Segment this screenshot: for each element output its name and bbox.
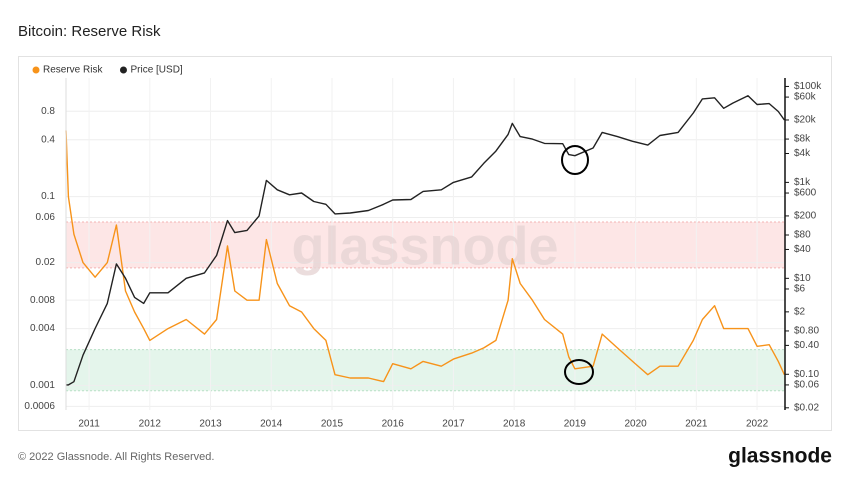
annotation-circle xyxy=(564,359,594,385)
y-tick-label: 0.0006 xyxy=(24,401,55,412)
x-tick-label: 2018 xyxy=(503,419,526,430)
legend-label: Reserve Risk xyxy=(43,65,103,76)
x-tick-label: 2016 xyxy=(382,419,405,430)
y2-tick-label: $4k xyxy=(794,148,811,159)
x-tick-label: 2017 xyxy=(442,419,465,430)
y2-tick-label: $20k xyxy=(794,115,817,126)
chart-frame xyxy=(18,56,832,431)
y-tick-label: 0.8 xyxy=(41,106,55,117)
y-tick-label: 0.02 xyxy=(36,257,56,268)
y2-tick-label: $600 xyxy=(794,188,817,199)
x-tick-label: 2015 xyxy=(321,419,344,430)
legend-marker xyxy=(119,66,127,74)
y-tick-label: 0.008 xyxy=(30,295,55,306)
legend-label: Price [USD] xyxy=(130,65,182,76)
x-tick-label: 2020 xyxy=(624,419,647,430)
y2-tick-label: $0.80 xyxy=(794,326,819,337)
y2-tick-label: $0.40 xyxy=(794,340,819,351)
x-tick-label: 2022 xyxy=(746,419,769,430)
risk-band xyxy=(66,221,785,268)
y-tick-label: 0.004 xyxy=(30,323,55,334)
x-tick-label: 2012 xyxy=(139,419,162,430)
y-tick-label: 0.4 xyxy=(41,134,55,145)
y2-tick-label: $0.06 xyxy=(794,380,819,391)
chart-title: Bitcoin: Reserve Risk xyxy=(18,23,161,40)
y2-tick-label: $100k xyxy=(794,81,822,92)
x-tick-label: 2021 xyxy=(685,419,708,430)
y2-tick-label: $0.10 xyxy=(794,369,819,380)
series-line xyxy=(65,130,786,383)
lines xyxy=(65,95,786,386)
y2-tick-label: $0.02 xyxy=(794,402,819,413)
grid xyxy=(66,78,785,410)
y2-tick-label: $8k xyxy=(794,134,811,145)
legend: Reserve Risk Price [USD] xyxy=(32,65,183,76)
footer: © 2022 Glassnode. All Rights Reserved. xyxy=(18,451,214,463)
y2-tick-label: $40 xyxy=(794,244,811,255)
x-tick-label: 2019 xyxy=(564,419,587,430)
axes: 0.0006 0.001 0.004 0.008 0.02 0.06 0.1 0.4 0.8 20… xyxy=(24,78,822,430)
annotation-circle xyxy=(561,145,589,175)
y2-tick-label: $6 xyxy=(794,284,806,295)
y2-tick-label: $60k xyxy=(794,92,817,103)
watermark: glassnode xyxy=(291,216,558,276)
y2-tick-label: $10 xyxy=(794,273,811,284)
x-tick-label: 2013 xyxy=(199,419,222,430)
y-tick-label: 0.1 xyxy=(41,191,55,202)
y-tick-label: 0.06 xyxy=(36,212,56,223)
y2-tick-label: $2 xyxy=(794,307,806,318)
x-tick-label: 2011 xyxy=(78,419,100,430)
risk-band xyxy=(66,349,785,391)
legend-marker xyxy=(32,66,40,74)
y2-tick-label: $200 xyxy=(794,211,817,222)
x-tick-label: 2014 xyxy=(260,419,283,430)
logo: glassnode xyxy=(728,445,832,468)
series-line xyxy=(66,95,785,386)
y-tick-label: 0.001 xyxy=(30,380,55,391)
bands xyxy=(66,221,785,392)
y2-tick-label: $1k xyxy=(794,177,811,188)
y2-tick-label: $80 xyxy=(794,230,811,241)
